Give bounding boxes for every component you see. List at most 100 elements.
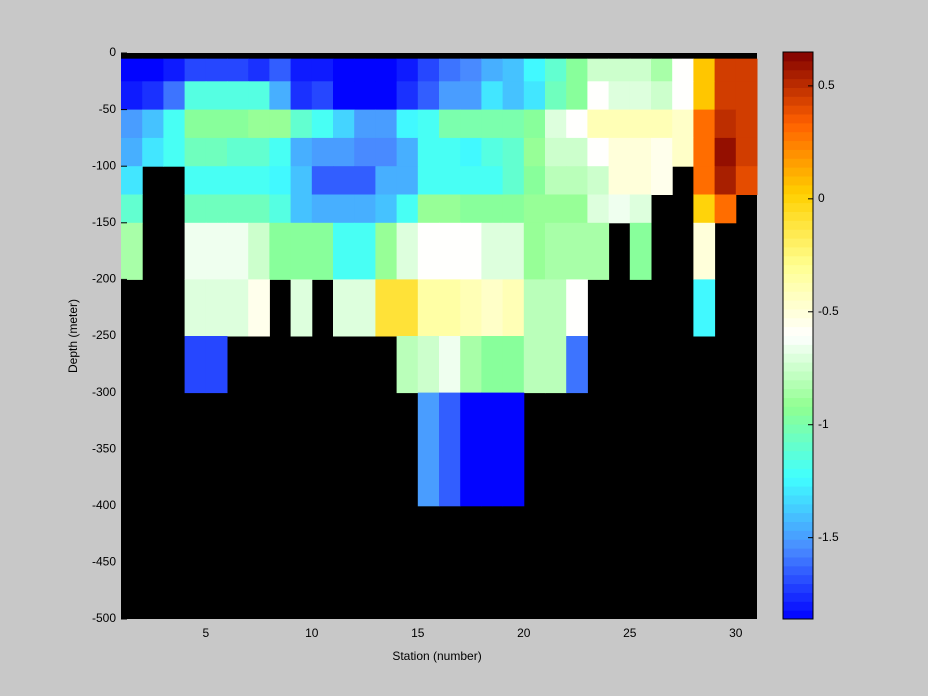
heatmap-cell xyxy=(417,279,440,337)
heatmap-cell xyxy=(396,166,419,195)
heatmap-cell xyxy=(693,194,716,224)
heatmap-cell xyxy=(248,58,270,82)
colorbar-band xyxy=(783,317,813,328)
heatmap-cell xyxy=(184,279,207,337)
colorbar-band xyxy=(783,548,813,558)
heatmap-cell xyxy=(629,166,652,195)
heatmap-cell xyxy=(545,222,567,280)
colorbar-tick-label: 0 xyxy=(818,191,825,205)
colorbar-band xyxy=(783,229,813,239)
heatmap-cell xyxy=(439,392,461,507)
heatmap-cell xyxy=(227,166,249,195)
heatmap-cell xyxy=(396,279,419,337)
heatmap-cell xyxy=(121,222,143,280)
colorbar-band xyxy=(783,176,813,186)
colorbar-band xyxy=(783,300,813,310)
heatmap-cell xyxy=(439,58,461,82)
heatmap-cell xyxy=(142,81,164,111)
colorbar-band xyxy=(783,158,813,168)
heatmap-cell xyxy=(735,166,758,195)
heatmap-cell xyxy=(523,222,546,280)
heatmap-cell xyxy=(693,58,716,82)
colorbar-band xyxy=(783,565,813,576)
heatmap-cell xyxy=(333,279,355,337)
colorbar-band xyxy=(783,193,813,204)
heatmap-cell xyxy=(735,58,758,82)
heatmap-cell xyxy=(375,58,398,82)
heatmap-cell xyxy=(121,109,143,139)
colorbar-band xyxy=(783,140,813,150)
colorbar-band xyxy=(783,601,813,611)
heatmap-cell xyxy=(502,166,525,195)
colorbar-band xyxy=(783,264,813,274)
heatmap-cell xyxy=(205,194,228,224)
heatmap-cell xyxy=(651,81,673,111)
heatmap-cell xyxy=(566,58,588,82)
heatmap-cell xyxy=(396,58,419,82)
colorbar-band xyxy=(783,122,813,133)
heatmap-cell xyxy=(417,81,440,111)
heatmap-cell xyxy=(417,392,440,507)
heatmap-cell xyxy=(184,81,207,111)
heatmap-cell xyxy=(205,81,228,111)
x-axis-label: Station (number) xyxy=(392,649,481,663)
heatmap-cell xyxy=(672,81,694,111)
heatmap-cell xyxy=(439,109,461,139)
heatmap-cell xyxy=(545,109,567,139)
colorbar-band xyxy=(783,477,813,487)
heatmap-cell xyxy=(693,222,716,280)
heatmap-cell xyxy=(417,58,440,82)
heatmap-cell xyxy=(163,137,186,167)
heatmap-cell xyxy=(290,222,313,280)
colorbar-tick-label: -0.5 xyxy=(818,304,839,318)
heatmap-cell xyxy=(523,109,546,139)
heatmap-cell xyxy=(333,137,355,167)
heatmap-cell xyxy=(248,166,270,195)
colorbar-frame xyxy=(782,51,814,620)
heatmap-cell xyxy=(523,166,546,195)
heatmap-cell xyxy=(629,222,652,280)
heatmap-cell xyxy=(205,222,228,280)
colorbar-band xyxy=(783,220,813,230)
heatmap-cell xyxy=(227,194,249,224)
y-tick-label: -200 xyxy=(92,272,116,286)
heatmap-cell xyxy=(481,336,504,394)
heatmap-cell xyxy=(311,137,334,167)
heatmap-cell xyxy=(566,109,588,139)
heatmap-cell xyxy=(608,81,631,111)
colorbar-band xyxy=(783,246,813,257)
colorbar-band xyxy=(783,397,813,407)
heatmap-cell xyxy=(460,194,482,224)
colorbar-band xyxy=(783,512,813,523)
heatmap-cell xyxy=(248,222,270,280)
heatmap-cell xyxy=(460,81,482,111)
heatmap-cell xyxy=(439,81,461,111)
x-tick-label: 5 xyxy=(202,626,209,640)
colorbar-band xyxy=(783,521,813,531)
heatmap-cell xyxy=(184,222,207,280)
heatmap-cell xyxy=(735,109,758,139)
heatmap-cell xyxy=(481,392,504,507)
heatmap-cell xyxy=(311,81,334,111)
heatmap-cell xyxy=(121,137,143,167)
heatmap-cell xyxy=(121,194,143,224)
heatmap-cell xyxy=(205,137,228,167)
heatmap-cell xyxy=(354,109,376,139)
heatmap-cell xyxy=(439,194,461,224)
heatmap-cell xyxy=(417,166,440,195)
colorbar-band xyxy=(783,273,813,283)
heatmap-cell xyxy=(523,137,546,167)
heatmap-cell xyxy=(290,137,313,167)
heatmap-cell xyxy=(523,81,546,111)
heatmap-cell xyxy=(311,58,334,82)
heatmap-cell xyxy=(460,336,482,394)
heatmap-cell xyxy=(523,336,546,394)
heatmap-cell xyxy=(333,222,355,280)
heatmap-cell xyxy=(502,81,525,111)
heatmap-cell xyxy=(566,279,588,337)
y-tick-label: -150 xyxy=(92,215,116,229)
colorbar-band xyxy=(783,211,813,221)
heatmap-cell xyxy=(248,194,270,224)
colorbar-band xyxy=(783,424,813,434)
heatmap-cell xyxy=(545,194,567,224)
